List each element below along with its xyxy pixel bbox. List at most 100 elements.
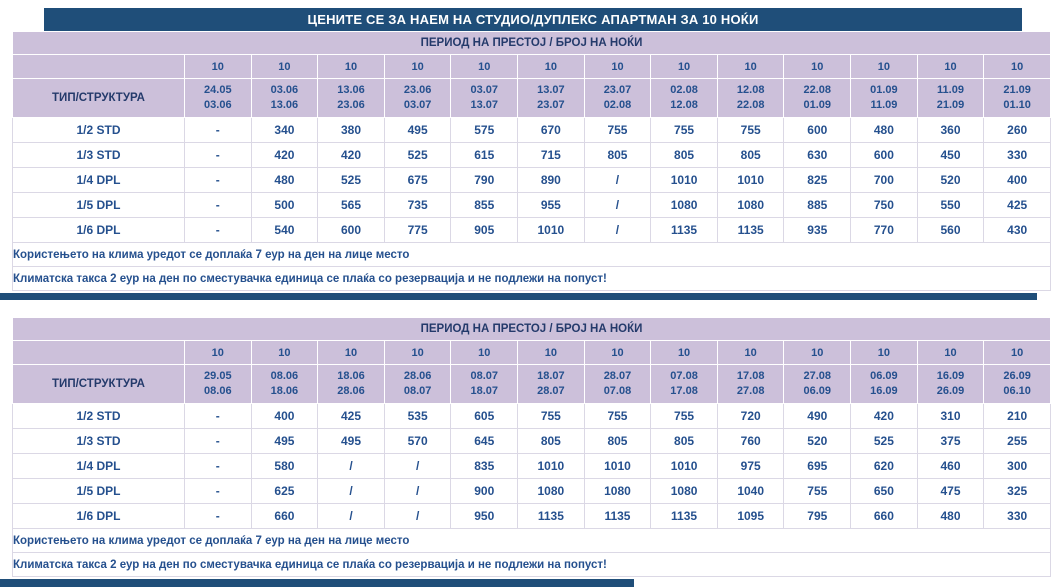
- price-cell: 1095: [716, 503, 785, 529]
- price-cell: 805: [583, 142, 652, 168]
- price-cell: 1135: [517, 503, 585, 529]
- period-to: 03.07: [403, 99, 432, 111]
- period-to: 28.06: [337, 385, 365, 397]
- corner-cell: [12, 54, 185, 79]
- price-cell: 975: [716, 453, 785, 479]
- period-dates-cell: 21.09 01.10: [983, 78, 1051, 118]
- price-cell: 720: [716, 403, 785, 429]
- price-cell: /: [383, 453, 452, 479]
- price-cell: 600: [850, 142, 918, 168]
- nights-cell: 10: [450, 54, 519, 79]
- price-cell: 660: [850, 503, 918, 529]
- nights-cell: 10: [650, 340, 718, 365]
- nights-row: 10 10 10 10 10 10 10 10 10 10 10 10 10: [12, 340, 1051, 365]
- price-cell: 575: [450, 117, 519, 143]
- price-cell: 805: [583, 428, 652, 454]
- price-cell: 755: [716, 117, 785, 143]
- period-dates-cell: 02.08 12.08: [650, 78, 718, 118]
- period-from: 18.07: [537, 370, 565, 382]
- price-cell: /: [383, 478, 452, 504]
- nights-cell: 10: [783, 54, 852, 79]
- price-cell: 630: [783, 142, 852, 168]
- price-cell: 625: [250, 478, 319, 504]
- price-cell: 420: [250, 142, 319, 168]
- period-header-row: ПЕРИОД НА ПРЕСТОЈ / БРОЈ НА НОЌИ: [12, 317, 1051, 341]
- price-cell: 935: [783, 217, 852, 243]
- period-header-row: ПЕРИОД НА ПРЕСТОЈ / БРОЈ НА НОЌИ: [12, 31, 1051, 55]
- period-to: 21.09: [936, 99, 965, 111]
- price-cell: 600: [783, 117, 852, 143]
- price-cell: 660: [250, 503, 319, 529]
- period-from: 01.09: [870, 84, 898, 96]
- period-from: 29.05: [204, 370, 232, 382]
- price-cell: 650: [850, 478, 918, 504]
- table-row: 1/4 DPL -480 525 675 790 890/1010 1010 825 700 52…: [12, 167, 1051, 193]
- period-dates-cell: 07.08 17.08: [650, 364, 718, 404]
- price-cell: 325: [983, 478, 1051, 504]
- price-cell: 525: [317, 167, 385, 193]
- period-dates-cell: 06.09 16.09: [850, 364, 918, 404]
- period-to: 08.07: [403, 385, 432, 397]
- period-dates-row: ТИП/СТРУКТУРА 29.05 08.06 08.06 18.06 18.06 28…: [12, 364, 1051, 404]
- price-cell: 1080: [650, 192, 718, 218]
- price-cell: 695: [783, 453, 852, 479]
- note-row: Климатска такса 2 еур на ден по сместува…: [12, 552, 1051, 577]
- period-from: 28.06: [403, 370, 432, 382]
- period-to: 02.08: [603, 99, 632, 111]
- period-from: 13.06: [337, 84, 365, 96]
- nights-cell: 10: [250, 340, 319, 365]
- price-cell: 755: [650, 117, 718, 143]
- price-cell: -: [184, 217, 252, 243]
- price-cell: 330: [983, 142, 1051, 168]
- price-cell: 805: [517, 428, 585, 454]
- period-dates-cell: 13.07 23.07: [517, 78, 585, 118]
- price-table-1: ПЕРИОД НА ПРЕСТОЈ / БРОЈ НА НОЌИ 10 10 10 10…: [12, 31, 1051, 291]
- price-cell: 1135: [650, 217, 718, 243]
- table-row: 1/4 DPL -580//835 1010 1010 1010 975 695 620 460…: [12, 453, 1051, 479]
- price-cell: 1010: [583, 453, 652, 479]
- period-from: 17.08: [736, 370, 765, 382]
- period-dates-cell: 22.08 01.09: [783, 78, 852, 118]
- nights-cell: 10: [583, 340, 652, 365]
- price-cell: /: [583, 167, 652, 193]
- price-cell: 255: [983, 428, 1051, 454]
- period-from: 27.08: [803, 370, 832, 382]
- price-table-2: ПЕРИОД НА ПРЕСТОЈ / БРОЈ НА НОЌИ 10 10 10 10…: [12, 317, 1051, 577]
- nights-cell: 10: [383, 340, 452, 365]
- price-cell: 580: [250, 453, 319, 479]
- price-cell: 420: [850, 403, 918, 429]
- period-dates-cell: 12.08 22.08: [716, 78, 785, 118]
- period-dates-cell: 08.07 18.07: [450, 364, 519, 404]
- price-cell: 755: [583, 403, 652, 429]
- price-cell: /: [317, 478, 385, 504]
- period-from: 12.08: [736, 84, 765, 96]
- period-from: 13.07: [537, 84, 565, 96]
- period-dates-cell: 11.09 21.09: [916, 78, 985, 118]
- row-label: 1/6 DPL: [12, 217, 185, 243]
- price-cell: 825: [783, 167, 852, 193]
- price-cell: 795: [783, 503, 852, 529]
- period-dates-cell: 01.09 11.09: [850, 78, 918, 118]
- price-cell: -: [184, 192, 252, 218]
- note-text: Климатска такса 2 еур на ден по сместува…: [12, 266, 1051, 291]
- period-dates-cell: 27.08 06.09: [783, 364, 852, 404]
- price-cell: 805: [716, 142, 785, 168]
- price-cell: 540: [250, 217, 319, 243]
- price-cell: 670: [517, 117, 585, 143]
- price-cell: -: [184, 403, 252, 429]
- price-cell: 480: [250, 167, 319, 193]
- nights-cell: 10: [383, 54, 452, 79]
- price-cell: 525: [850, 428, 918, 454]
- nights-cell: 10: [184, 54, 252, 79]
- price-cell: 600: [317, 217, 385, 243]
- price-cell: 620: [850, 453, 918, 479]
- period-from: 26.09: [1003, 370, 1031, 382]
- price-cell: 700: [850, 167, 918, 193]
- price-cell: 790: [450, 167, 519, 193]
- row-label: 1/2 STD: [12, 117, 185, 143]
- price-cell: 805: [650, 142, 718, 168]
- nights-row: 10 10 10 10 10 10 10 10 10 10 10 10 10: [12, 54, 1051, 79]
- nights-cell: 10: [583, 54, 652, 79]
- nights-cell: 10: [450, 340, 519, 365]
- period-from: 23.06: [403, 84, 432, 96]
